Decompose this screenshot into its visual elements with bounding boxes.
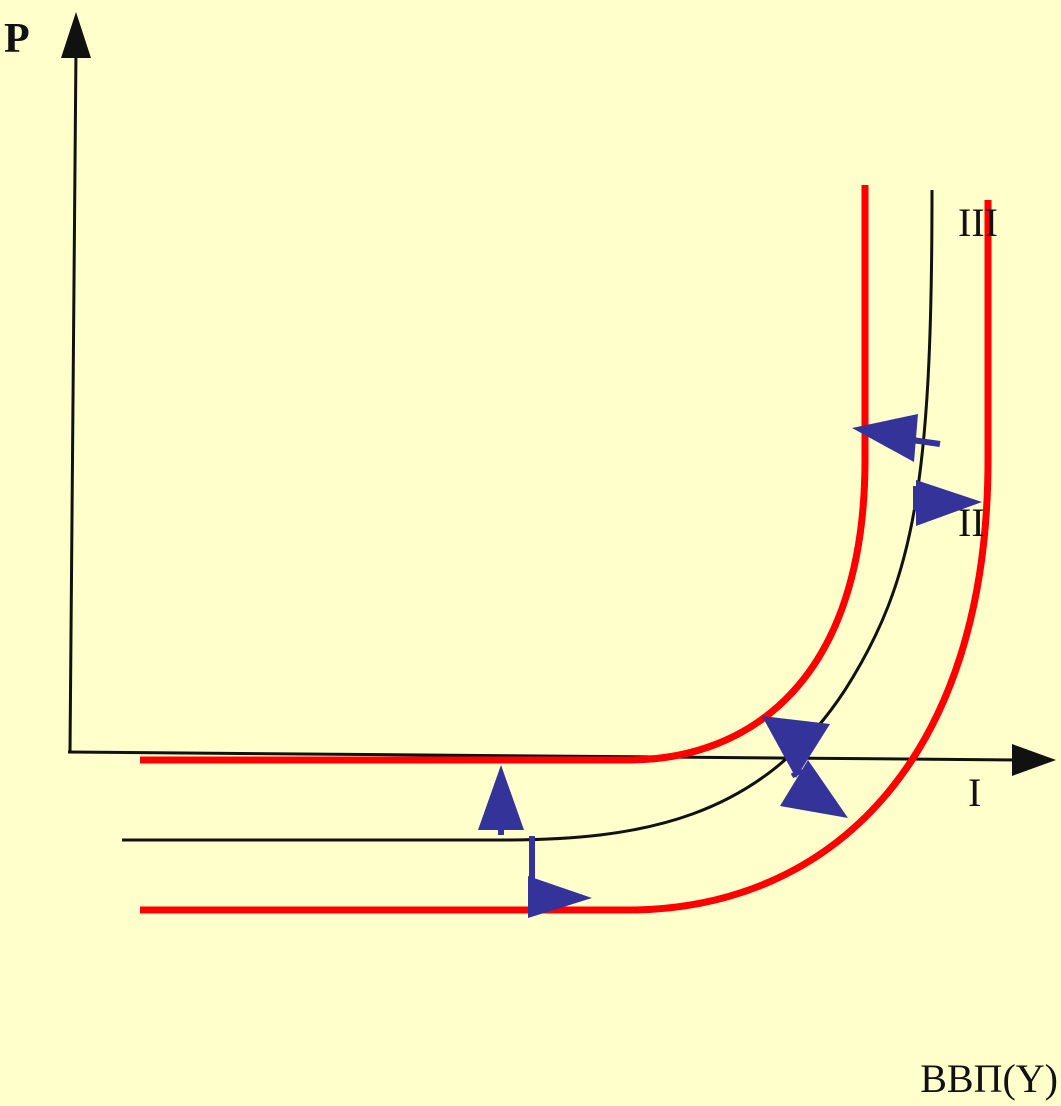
x-axis-arrowhead — [1012, 744, 1056, 776]
x-axis — [67, 750, 1021, 762]
arrow-right2-head — [916, 480, 982, 526]
arrow-upleft-head — [762, 716, 830, 778]
segment-label-iii: III — [958, 200, 998, 245]
shifted-curve-upper — [140, 185, 869, 764]
y-axis — [68, 47, 78, 753]
y-axis-arrowhead — [61, 12, 91, 58]
aggregate-supply-curve — [122, 189, 934, 842]
arrow-diagonal-shaft — [790, 767, 804, 779]
shift-arrows — [478, 414, 982, 918]
arrow-up-head — [478, 765, 524, 830]
segment-label-i: I — [968, 770, 981, 815]
axes — [61, 12, 1056, 776]
arrow-left-head — [852, 414, 918, 462]
x-axis-label: ВВП(Y) — [920, 1056, 1058, 1101]
shifted-curve-lower — [140, 200, 992, 914]
y-axis-label: P — [4, 16, 30, 62]
arrow-right-head — [528, 876, 592, 918]
arrow-downright-head — [780, 760, 848, 818]
